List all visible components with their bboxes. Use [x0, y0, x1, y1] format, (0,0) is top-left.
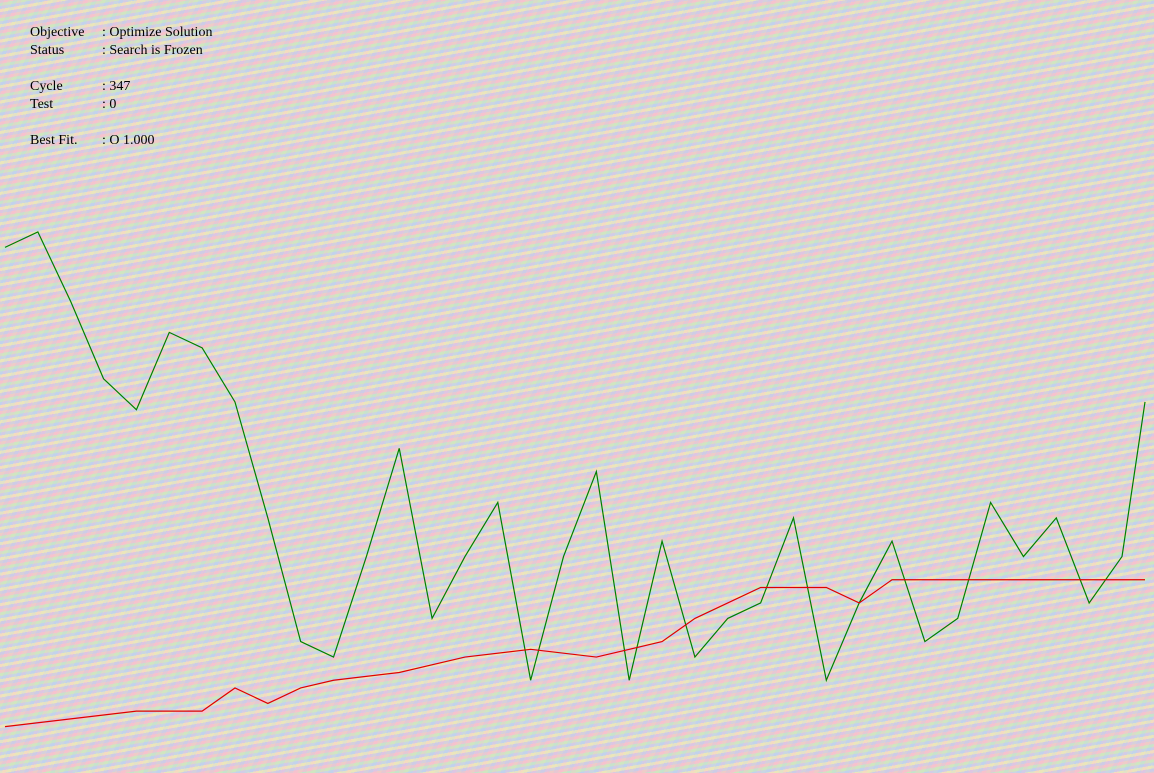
best-row: Best Fit.: O 1.000: [30, 132, 212, 150]
app-window: Objective: Optimize Solution Status: Sea…: [0, 0, 1154, 773]
label: Cycle: [30, 78, 102, 96]
value: : Search is Frozen: [102, 42, 203, 60]
label: Test: [30, 96, 102, 114]
value: : 347: [102, 78, 130, 96]
trace-line: [5, 580, 1145, 727]
cycle-row: Cycle: 347: [30, 78, 212, 96]
test-row: Test: 0: [30, 96, 212, 114]
status-panel: Objective: Optimize Solution Status: Sea…: [30, 24, 212, 150]
label: Objective: [30, 24, 102, 42]
status-row: Status: Search is Frozen: [30, 42, 212, 60]
objective-row: Objective: Optimize Solution: [30, 24, 212, 42]
value: : 0: [102, 96, 116, 114]
value: : Optimize Solution: [102, 24, 212, 42]
value: : O 1.000: [102, 132, 155, 150]
label: Best Fit.: [30, 132, 102, 150]
trace-line: [5, 232, 1145, 680]
label: Status: [30, 42, 102, 60]
